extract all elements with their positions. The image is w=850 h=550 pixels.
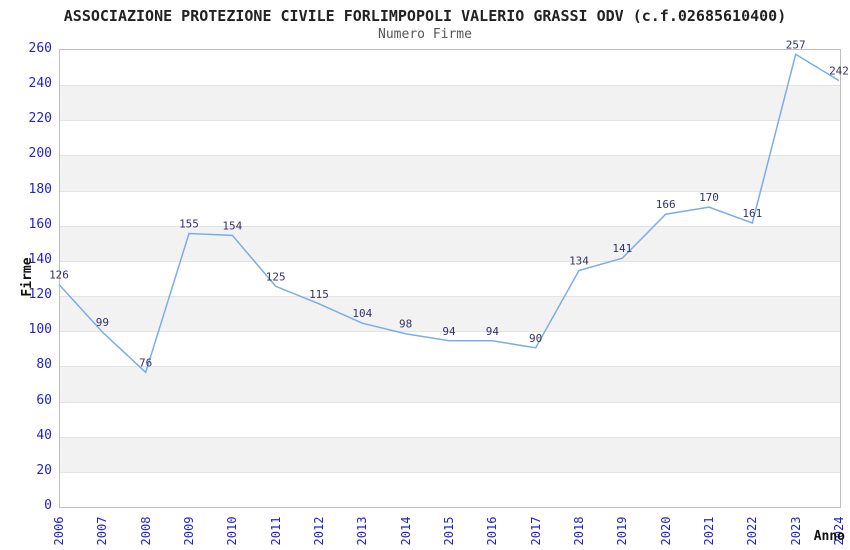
data-label: 170 <box>699 191 719 204</box>
data-label: 155 <box>179 218 199 231</box>
y-tick-label: 80 <box>36 357 52 373</box>
grid-band-white <box>60 50 840 86</box>
x-tick-label: 2008 <box>138 516 153 546</box>
data-label: 161 <box>742 207 762 220</box>
data-label: 166 <box>656 198 676 211</box>
data-label: 90 <box>529 332 542 345</box>
y-tick-label: 260 <box>28 41 52 56</box>
grid-band-white <box>60 120 840 156</box>
y-tick-label: 200 <box>28 146 52 162</box>
y-tick-label: 20 <box>36 462 52 478</box>
y-tick-label: 160 <box>28 216 52 232</box>
y-tick-label: 0 <box>44 498 52 513</box>
x-axis-label: Anno <box>813 529 845 544</box>
x-tick-label: 2013 <box>355 516 370 546</box>
x-tick-label: 2015 <box>442 516 456 546</box>
data-label: 154 <box>222 219 242 232</box>
x-tick-label: 2017 <box>528 516 543 546</box>
x-tick-label: 2010 <box>225 516 240 546</box>
x-tick-label: 2016 <box>485 516 500 546</box>
data-label: 242 <box>829 65 849 78</box>
data-label: 126 <box>49 269 69 282</box>
data-label: 257 <box>786 38 806 51</box>
grid-band-white <box>60 260 840 297</box>
x-tick-label: 2022 <box>745 516 760 546</box>
line-chart-canvas: 126 99 76 155 154 125 115 104 98 94 94 90 134 141 166 1… <box>49 38 849 374</box>
chart-line <box>58 53 840 374</box>
grid-band-gray <box>60 85 840 121</box>
x-tick-label: 2012 <box>312 516 326 546</box>
x-tick-label: 2021 <box>702 516 716 546</box>
data-label: 125 <box>266 270 286 283</box>
y-tick-label: 60 <box>36 392 52 408</box>
plot-area <box>59 49 841 508</box>
grid-band-white <box>60 331 840 367</box>
y-tick-label: 240 <box>28 76 52 92</box>
y-tick-label: 140 <box>28 251 52 267</box>
y-tick-label: 180 <box>28 181 52 197</box>
x-tick-label: 2007 <box>95 516 110 546</box>
chart-title: ASSOCIAZIONE PROTEZIONE CIVILE FORLIMPOP… <box>63 7 787 25</box>
chart-subtitle: Numero Firme <box>378 27 472 42</box>
x-tick-label: 2011 <box>268 516 283 546</box>
data-label: 94 <box>486 325 500 338</box>
grid-band-gray <box>60 366 840 402</box>
data-label: 104 <box>352 307 372 320</box>
y-tick-label: 40 <box>36 427 52 443</box>
x-tick-label: 2009 <box>182 516 196 546</box>
grid-band-gray <box>60 436 840 472</box>
x-tick-label: 2020 <box>658 516 673 546</box>
data-label: 134 <box>569 254 589 267</box>
grid-band-white <box>60 471 840 507</box>
data-label: 94 <box>442 325 456 338</box>
x-tick-label: 2014 <box>398 516 413 546</box>
x-tick-label: 2006 <box>52 516 66 546</box>
grid-band-gray <box>60 155 840 191</box>
data-label: 99 <box>96 316 109 329</box>
y-tick-label: 100 <box>28 322 52 338</box>
y-tick-label: 220 <box>28 111 52 127</box>
grid-band-gray <box>60 296 840 332</box>
grid-band-gray <box>60 225 840 261</box>
grid-band-white <box>60 401 840 437</box>
y-tick-label: 120 <box>28 287 52 303</box>
data-label: 141 <box>612 242 632 255</box>
data-label: 76 <box>139 356 152 369</box>
x-tick-label: 2019 <box>615 516 630 546</box>
data-label: 98 <box>399 318 412 331</box>
y-axis-label: Firme <box>20 257 35 297</box>
data-label: 115 <box>309 288 329 301</box>
x-tick-label: 2018 <box>572 516 586 546</box>
